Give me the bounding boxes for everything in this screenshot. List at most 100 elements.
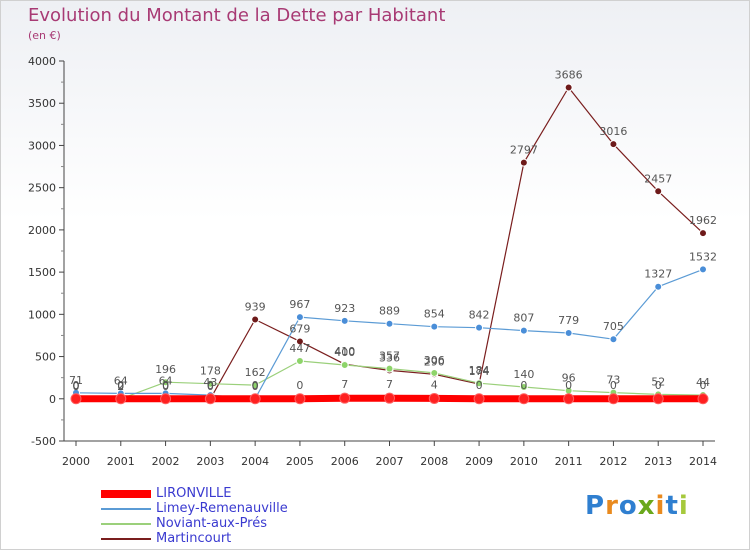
data-point-noviant-aux-pres — [519, 382, 528, 391]
data-label-limey-remenauville: 889 — [379, 305, 400, 318]
data-label-lironville: 4 — [431, 378, 438, 391]
x-tick-label: 2008 — [420, 455, 448, 468]
y-tick-label: 0 — [49, 393, 56, 406]
data-point-lironville — [518, 393, 530, 405]
data-point-martincourt — [654, 187, 663, 196]
data-label-noviant-aux-pres: 0 — [73, 380, 80, 393]
data-label-lironville: 7 — [386, 378, 393, 391]
axes: -500050010001500200025003000350040002000… — [28, 55, 717, 468]
data-label-noviant-aux-pres: 400 — [334, 346, 355, 359]
x-tick-label: 2006 — [331, 455, 359, 468]
data-label-noviant-aux-pres: 73 — [606, 374, 620, 387]
brand-logo: Proxiti — [585, 491, 689, 521]
y-tick-label: 1000 — [28, 308, 56, 321]
x-tick-label: 2013 — [644, 455, 672, 468]
data-label-lironville: 0 — [207, 379, 214, 392]
data-label-martincourt: 0 — [162, 380, 169, 393]
data-label-lironville: 0 — [162, 379, 169, 392]
data-label-noviant-aux-pres: 196 — [155, 363, 176, 376]
data-label-martincourt: 3016 — [599, 125, 627, 138]
data-label-martincourt: 2797 — [510, 144, 538, 157]
data-label-martincourt: 679 — [289, 322, 310, 335]
data-label-limey-remenauville: 967 — [289, 298, 310, 311]
data-label-limey-remenauville: 0 — [252, 380, 259, 393]
y-tick-label: -500 — [31, 435, 56, 448]
data-label-limey-remenauville: 779 — [558, 314, 579, 327]
x-tick-label: 2007 — [376, 455, 404, 468]
data-point-limey-remenauville — [340, 316, 349, 325]
data-point-martincourt — [295, 337, 304, 346]
x-tick-label: 2005 — [286, 455, 314, 468]
legend-label: Limey-Remenauville — [156, 501, 288, 516]
data-point-lironville — [249, 393, 261, 405]
data-point-lironville — [70, 393, 82, 405]
data-label-martincourt: 939 — [245, 300, 266, 313]
data-point-lironville — [294, 393, 306, 405]
data-label-limey-remenauville: 705 — [603, 320, 624, 333]
brand-letter: o — [618, 491, 638, 521]
x-tick-label: 2001 — [107, 455, 135, 468]
data-point-noviant-aux-pres — [430, 368, 439, 377]
brand-letter: i — [678, 491, 689, 521]
data-label-limey-remenauville: 1327 — [644, 268, 672, 281]
data-point-lironville — [607, 393, 619, 405]
data-label-noviant-aux-pres: 44 — [696, 376, 710, 389]
data-label-limey-remenauville: 807 — [513, 312, 534, 325]
data-label-limey-remenauville: 854 — [424, 308, 445, 321]
data-label-limey-remenauville: 43 — [203, 376, 217, 389]
data-label-lironville: 0 — [655, 379, 662, 392]
brand-letter: x — [637, 491, 656, 521]
data-label-limey-remenauville: 842 — [469, 309, 490, 322]
data-label-limey-remenauville: 1532 — [689, 250, 717, 263]
legend-swatch — [101, 538, 151, 540]
data-label-lironville: 0 — [117, 379, 124, 392]
data-point-limey-remenauville — [295, 313, 304, 322]
y-tick-label: 3000 — [28, 139, 56, 152]
data-point-limey-remenauville — [519, 326, 528, 335]
data-point-limey-remenauville — [699, 265, 707, 274]
data-label-noviant-aux-pres: 52 — [651, 375, 665, 388]
series-layer — [70, 83, 709, 405]
data-point-martincourt — [519, 158, 528, 167]
y-tick-label: 1500 — [28, 266, 56, 279]
brand-letter: P — [585, 491, 606, 521]
legend-label: Martincourt — [156, 531, 232, 546]
data-label-noviant-aux-pres: 447 — [289, 342, 310, 355]
x-tick-label: 2011 — [555, 455, 583, 468]
data-point-noviant-aux-pres — [206, 379, 215, 388]
chart-title: Evolution du Montant de la Dette par Hab… — [28, 5, 446, 26]
brand-letter: r — [605, 491, 619, 521]
legend-label: LIRONVILLE — [156, 486, 232, 501]
x-tick-label: 2010 — [510, 455, 538, 468]
data-label-noviant-aux-pres: 357 — [379, 350, 400, 363]
y-tick-label: 2500 — [28, 182, 56, 195]
data-point-lironville — [652, 393, 664, 405]
y-tick-label: 3500 — [28, 97, 56, 110]
data-label-limey-remenauville: 64 — [159, 374, 173, 387]
data-point-limey-remenauville — [475, 323, 484, 332]
data-label-noviant-aux-pres: 140 — [513, 368, 534, 381]
data-label-lironville: 0 — [565, 379, 572, 392]
data-point-martincourt — [699, 229, 707, 238]
data-label-martincourt: 0 — [207, 380, 214, 393]
data-label-noviant-aux-pres: 162 — [245, 366, 266, 379]
data-label-noviant-aux-pres: 184 — [469, 364, 490, 377]
data-label-lironville: 0 — [73, 379, 80, 392]
data-point-martincourt — [251, 315, 260, 324]
data-label-lironville: 0 — [296, 379, 303, 392]
data-label-limey-remenauville: 64 — [114, 374, 128, 387]
data-point-noviant-aux-pres — [475, 379, 484, 388]
legend-swatch — [101, 490, 151, 498]
x-tick-label: 2000 — [62, 455, 90, 468]
data-label-martincourt: 174 — [469, 365, 490, 378]
data-label-martincourt: 410 — [334, 345, 355, 358]
data-point-limey-remenauville — [564, 328, 573, 337]
data-point-noviant-aux-pres — [385, 364, 394, 373]
data-label-limey-remenauville: 71 — [69, 374, 83, 387]
data-label-noviant-aux-pres: 96 — [562, 372, 576, 385]
legend-label: Noviant-aux-Prés — [156, 516, 268, 531]
data-label-martincourt: 290 — [424, 355, 445, 368]
